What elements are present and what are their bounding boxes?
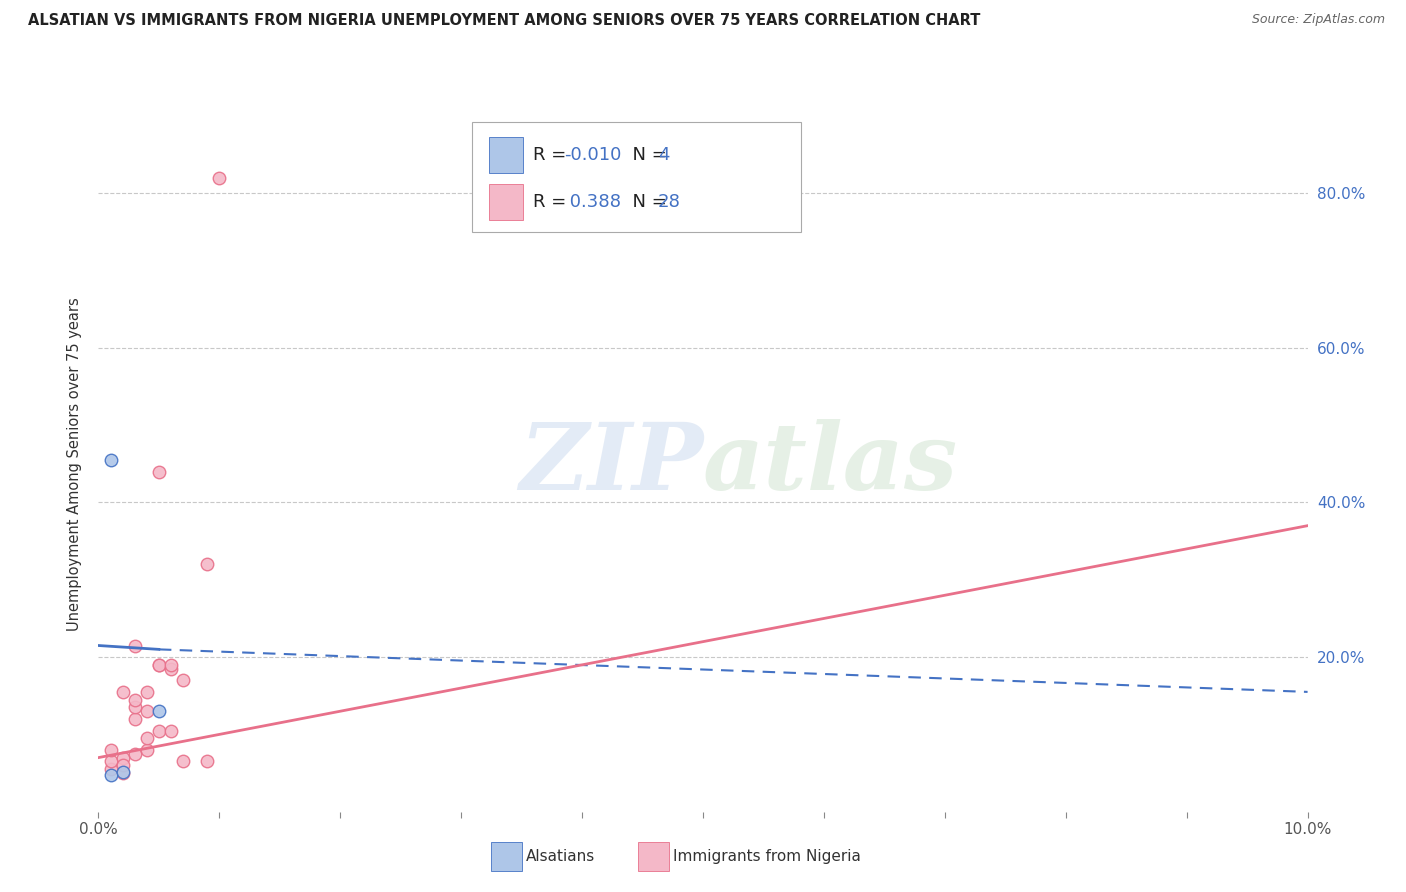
Text: 28: 28 xyxy=(658,194,681,211)
Y-axis label: Unemployment Among Seniors over 75 years: Unemployment Among Seniors over 75 years xyxy=(67,297,83,631)
Text: Source: ZipAtlas.com: Source: ZipAtlas.com xyxy=(1251,13,1385,27)
Text: 4: 4 xyxy=(658,146,669,164)
Text: -0.010: -0.010 xyxy=(564,146,621,164)
Text: atlas: atlas xyxy=(703,419,959,508)
Text: R =: R = xyxy=(533,194,572,211)
Text: ALSATIAN VS IMMIGRANTS FROM NIGERIA UNEMPLOYMENT AMONG SENIORS OVER 75 YEARS COR: ALSATIAN VS IMMIGRANTS FROM NIGERIA UNEM… xyxy=(28,13,980,29)
Text: 0.388: 0.388 xyxy=(564,194,620,211)
Text: N =: N = xyxy=(621,194,673,211)
Text: ZIP: ZIP xyxy=(519,419,703,508)
Text: Immigrants from Nigeria: Immigrants from Nigeria xyxy=(673,849,862,863)
Text: N =: N = xyxy=(621,146,673,164)
Text: Alsatians: Alsatians xyxy=(526,849,595,863)
Text: R =: R = xyxy=(533,146,572,164)
